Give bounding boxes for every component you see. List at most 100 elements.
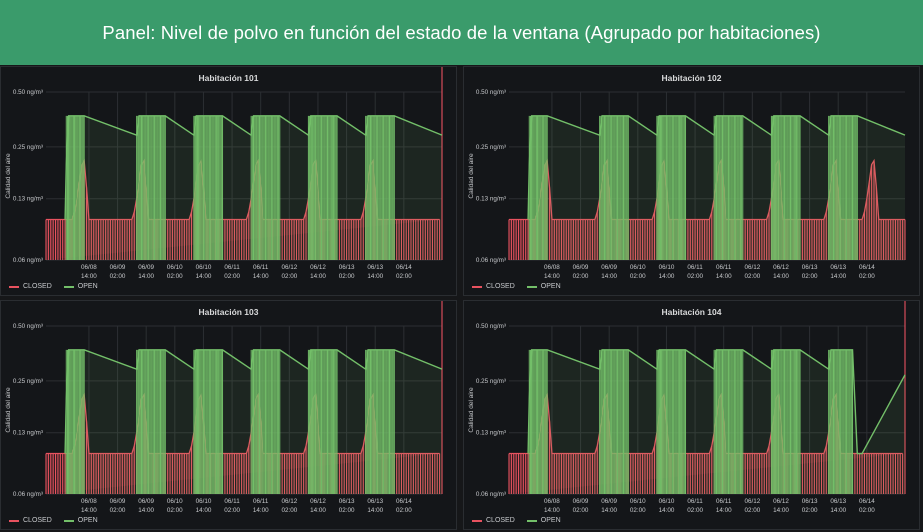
closed-area <box>509 394 903 494</box>
panel-title: Habitación 103 <box>198 307 259 317</box>
chart-panel-104[interactable]: Habitación 104 0.06 ng/m³ 0.13 ng/m³ 0.25 … <box>463 300 920 530</box>
x-tick-label: 06/12 02:00 <box>744 264 760 280</box>
x-tick-label: 06/10 14:00 <box>196 498 212 514</box>
x-tick-label: 06/12 14:00 <box>310 498 326 514</box>
x-tick-label: 06/09 14:00 <box>138 498 154 514</box>
chart-svg: 0.06 ng/m³ 0.13 ng/m³ 0.25 ng/m³ 0.50 ng/m³… <box>468 301 906 514</box>
legend-label: CLOSED <box>23 517 52 524</box>
x-tick-label: 06/13 14:00 <box>830 264 846 280</box>
x-tick-label: 06/11 14:00 <box>253 264 269 280</box>
closed-area <box>46 394 440 494</box>
y-tick-label: 0.13 ng/m³ <box>476 430 506 437</box>
page-title: Panel: Nivel de polvo en función del est… <box>102 21 821 43</box>
y-tick-label: 0.25 ng/m³ <box>13 378 43 385</box>
legend-swatch-open <box>63 519 74 522</box>
panel-title: Habitación 101 <box>198 73 259 83</box>
chart-panel-102[interactable]: Habitación 102 0.06 ng/m³ 0.13 ng/m³ 0.25 … <box>463 66 920 296</box>
y-tick-label: 0.50 ng/m³ <box>13 323 43 330</box>
dashboard-header: Panel: Nivel de polvo en función del est… <box>0 0 923 65</box>
y-tick-label: 0.50 ng/m³ <box>476 323 506 330</box>
x-tick-label: 06/08 14:00 <box>81 498 97 514</box>
chart-legend: CLOSED OPEN <box>9 283 110 290</box>
legend-label: OPEN <box>540 283 561 290</box>
legend-swatch-closed <box>472 519 482 522</box>
chart-panel-103[interactable]: Habitación 103 0.06 ng/m³ 0.13 ng/m³ 0.25 … <box>0 300 457 530</box>
x-tick-label: 06/09 02:00 <box>110 498 126 514</box>
legend-item-open[interactable]: OPEN <box>526 517 561 524</box>
x-tick-label: 06/11 02:00 <box>687 498 703 514</box>
x-tick-label: 06/09 02:00 <box>110 264 126 280</box>
legend-swatch-closed <box>472 285 482 288</box>
y-tick-label: 0.13 ng/m³ <box>13 196 43 203</box>
x-tick-label: 06/11 14:00 <box>716 264 732 280</box>
x-tick-label: 06/12 02:00 <box>281 264 297 280</box>
x-tick-label: 06/10 02:00 <box>167 498 183 514</box>
x-tick-label: 06/11 02:00 <box>687 264 703 280</box>
x-tick-label: 06/14 02:00 <box>859 498 875 514</box>
x-tick-label: 06/10 14:00 <box>196 264 212 280</box>
chart-svg: 0.06 ng/m³ 0.13 ng/m³ 0.25 ng/m³ 0.50 ng/m³… <box>468 89 906 280</box>
x-tick-label: 06/10 14:00 <box>659 264 675 280</box>
y-tick-label: 0.06 ng/m³ <box>13 257 43 264</box>
y-axis-label: Calidad del aire <box>468 153 475 199</box>
chart-legend: CLOSED OPEN <box>472 517 573 524</box>
x-tick-label: 06/10 02:00 <box>630 498 646 514</box>
y-tick-label: 0.06 ng/m³ <box>13 491 43 498</box>
x-tick-label: 06/13 14:00 <box>367 498 383 514</box>
legend-label: OPEN <box>540 517 561 524</box>
x-tick-label: 06/12 14:00 <box>310 264 326 280</box>
open-line <box>527 349 906 455</box>
legend-label: OPEN <box>77 517 98 524</box>
x-tick-label: 06/14 02:00 <box>396 264 412 280</box>
panel-title: Habitación 102 <box>661 73 722 83</box>
y-tick-label: 0.13 ng/m³ <box>476 196 506 203</box>
legend-item-open[interactable]: OPEN <box>526 283 561 290</box>
y-tick-label: 0.25 ng/m³ <box>476 144 506 151</box>
legend-swatch-open <box>526 285 537 288</box>
x-tick-label: 06/11 14:00 <box>253 498 269 514</box>
x-tick-label: 06/10 14:00 <box>659 498 675 514</box>
x-tick-label: 06/09 14:00 <box>601 498 617 514</box>
x-tick-label: 06/13 14:00 <box>367 264 383 280</box>
legend-item-open[interactable]: OPEN <box>63 517 98 524</box>
x-tick-label: 06/09 14:00 <box>601 264 617 280</box>
closed-area <box>46 160 440 260</box>
y-tick-label: 0.25 ng/m³ <box>13 144 43 151</box>
y-tick-label: 0.50 ng/m³ <box>13 89 43 96</box>
x-tick-label: 06/10 02:00 <box>630 264 646 280</box>
legend-item-closed[interactable]: CLOSED <box>9 283 52 290</box>
legend-label: CLOSED <box>486 283 515 290</box>
y-tick-label: 0.50 ng/m³ <box>476 89 506 96</box>
legend-item-closed[interactable]: CLOSED <box>472 517 515 524</box>
y-tick-label: 0.13 ng/m³ <box>13 430 43 437</box>
y-axis-label: Calidad del aire <box>5 153 12 199</box>
chart-legend: CLOSED OPEN <box>472 283 573 290</box>
x-tick-label: 06/08 14:00 <box>544 264 560 280</box>
chart-legend: CLOSED OPEN <box>9 517 110 524</box>
panel-title: Habitación 104 <box>661 307 722 317</box>
x-tick-label: 06/11 02:00 <box>224 498 240 514</box>
chart-svg: 0.06 ng/m³ 0.13 ng/m³ 0.25 ng/m³ 0.50 ng/m³… <box>5 67 443 280</box>
x-tick-label: 06/13 14:00 <box>830 498 846 514</box>
legend-swatch-closed <box>9 519 19 522</box>
x-tick-label: 06/13 02:00 <box>802 264 818 280</box>
legend-swatch-open <box>526 519 537 522</box>
x-tick-label: 06/12 14:00 <box>773 264 789 280</box>
open-line <box>64 115 443 220</box>
chart-panel-101[interactable]: Habitación 101 0.06 ng/m³ 0.13 ng/m³ 0.25 … <box>0 66 457 296</box>
legend-swatch-closed <box>9 285 19 288</box>
y-axis-label: Calidad del aire <box>5 387 12 433</box>
x-tick-label: 06/11 14:00 <box>716 498 732 514</box>
y-tick-label: 0.06 ng/m³ <box>476 491 506 498</box>
legend-swatch-open <box>63 285 74 288</box>
x-tick-label: 06/13 02:00 <box>802 498 818 514</box>
x-tick-label: 06/14 02:00 <box>396 498 412 514</box>
open-line <box>64 349 443 454</box>
x-tick-label: 06/11 02:00 <box>224 264 240 280</box>
y-axis-label: Calidad del aire <box>468 387 475 433</box>
legend-item-closed[interactable]: CLOSED <box>472 283 515 290</box>
x-tick-label: 06/09 02:00 <box>573 264 589 280</box>
legend-item-closed[interactable]: CLOSED <box>9 517 52 524</box>
legend-item-open[interactable]: OPEN <box>63 283 98 290</box>
x-tick-label: 06/13 02:00 <box>339 498 355 514</box>
